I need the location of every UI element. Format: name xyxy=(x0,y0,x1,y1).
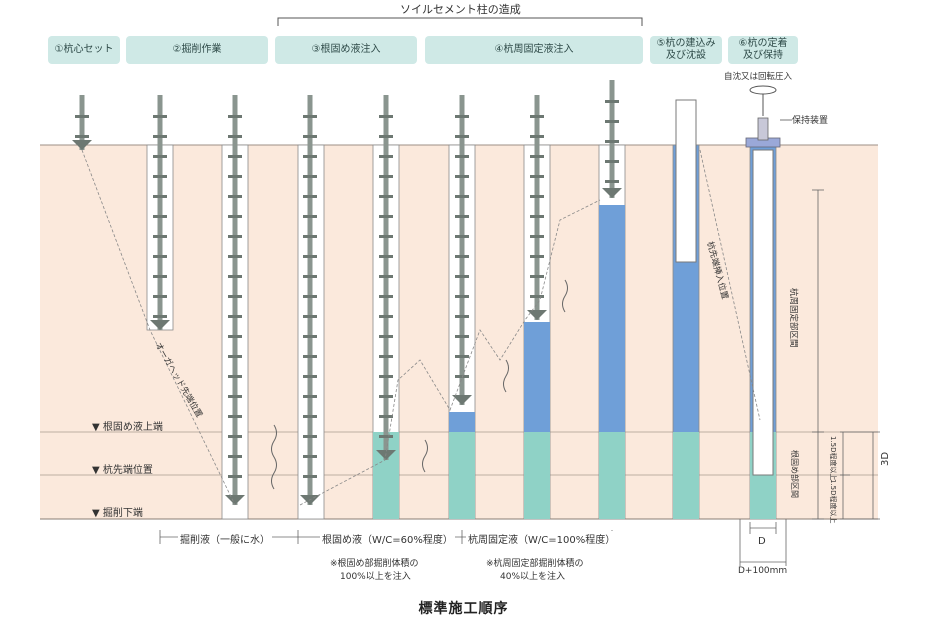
auger-rod xyxy=(72,95,92,150)
steel-pile-6 xyxy=(752,149,774,476)
auger-rod xyxy=(376,95,396,460)
wave-symbol-1 xyxy=(271,424,277,490)
root-note-1: ※根固め部掘削体積の xyxy=(330,559,419,569)
diagram-caption: 標準施工順序 xyxy=(418,601,509,617)
borehole-10 xyxy=(745,117,781,520)
d-plus-label: D+100mm xyxy=(738,566,788,576)
lift-path xyxy=(299,199,601,506)
step-3: ③根固め液注入 xyxy=(275,36,417,64)
step-1: ①杭心セット xyxy=(48,36,120,64)
borehole-8 xyxy=(598,144,626,520)
zone-root-fixing-label: 根固め部区間 xyxy=(790,450,799,498)
below-1-5d-label: 1.5D程度以上 xyxy=(829,479,837,524)
auger-rod xyxy=(602,80,622,198)
pile-insert-path xyxy=(699,149,761,421)
three-d-label: 3D xyxy=(880,451,891,466)
wave-symbol-3 xyxy=(562,279,568,313)
pile-note-1: ※杭周固定部掘削体積の xyxy=(486,559,584,569)
pile-note-2: 40%以上を注入 xyxy=(500,572,566,582)
borehole-9 xyxy=(672,99,700,520)
fluid-root-fixing: 根固め液（W/C=60%程度） xyxy=(320,531,455,546)
fluid-pile-fixing: 杭周固定液（W/C=100%程度） xyxy=(466,531,618,546)
level-root-top: ▼ 根固め液上端 xyxy=(92,422,163,433)
step-4: ④杭周固定液注入 xyxy=(425,36,643,64)
step-6: ⑥杭の定着 及び保持 xyxy=(728,36,798,64)
auger-rod xyxy=(452,95,472,405)
header-bracket xyxy=(277,17,643,26)
level-bottom: ▼ 掘削下端 xyxy=(92,508,143,519)
auger-rod xyxy=(527,95,547,320)
zone-pile-fixing-label: 杭周固定部区間 xyxy=(788,288,798,348)
root-note-2: 100%以上を注入 xyxy=(340,572,411,582)
auger-rods xyxy=(72,80,622,505)
rotation-symbol xyxy=(749,85,777,95)
above-1-5d-label: 1.5D程度以上 xyxy=(829,436,837,481)
auger-tip-path xyxy=(81,149,236,506)
holding-device-label: 保持装置 xyxy=(792,116,829,126)
wave-symbol-2 xyxy=(422,439,428,473)
step-2: ②掘削作業 xyxy=(126,36,268,64)
auger-rod xyxy=(150,95,170,330)
header-title: ソイルセメント柱の造成 xyxy=(400,3,521,16)
borehole-7 xyxy=(523,144,551,520)
steel-pile-5 xyxy=(675,99,697,263)
step-5: ⑤杭の建込み 及び沈設 xyxy=(650,36,722,64)
rotation-label: 自沈又は回転圧入 xyxy=(724,72,793,82)
wave-symbol-4 xyxy=(503,359,509,393)
fluid-excavation: 掘削液（一般に水） xyxy=(178,531,272,546)
level-pile-tip: ▼ 杭先端位置 xyxy=(92,465,153,476)
auger-rod xyxy=(225,95,245,505)
d-label: D xyxy=(758,536,766,547)
